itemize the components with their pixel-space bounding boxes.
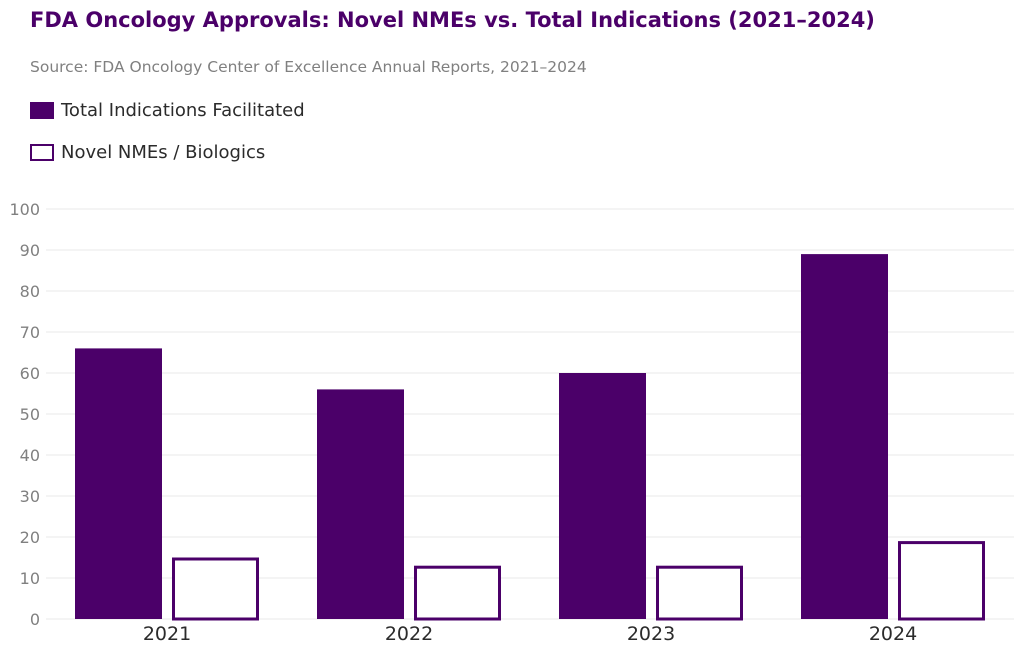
x-category-label: 2023 xyxy=(627,623,675,645)
bars xyxy=(75,254,985,621)
y-axis-tick-labels: 0 10 20 30 40 50 60 70 80 90 100 xyxy=(9,200,40,629)
legend-item-total-indications: Total Indications Facilitated xyxy=(30,98,305,122)
y-tick-label: 50 xyxy=(20,405,40,424)
bar-novel-nmes-2023 xyxy=(656,565,743,621)
bar-novel-nmes-2024 xyxy=(898,541,985,621)
bar-novel-nmes-2021 xyxy=(172,557,259,621)
bar-novel-nmes-2022 xyxy=(414,565,501,621)
legend-item-novel-nmes: Novel NMEs / Biologics xyxy=(30,140,305,164)
chart-title: FDA Oncology Approvals: Novel NMEs vs. T… xyxy=(30,8,875,32)
bar-total-indications-2023 xyxy=(559,373,646,619)
y-tick-label: 10 xyxy=(20,569,40,588)
x-category-label: 2024 xyxy=(869,623,917,645)
y-tick-label: 0 xyxy=(30,610,40,629)
bar-total-indications-2024 xyxy=(801,254,888,619)
legend-label-total-indications: Total Indications Facilitated xyxy=(61,99,305,121)
y-tick-label: 80 xyxy=(20,282,40,301)
y-tick-label: 20 xyxy=(20,528,40,547)
legend-swatch-filled xyxy=(30,101,54,119)
y-tick-label: 70 xyxy=(20,323,40,342)
bar-total-indications-2021 xyxy=(75,348,162,619)
y-tick-label: 90 xyxy=(20,241,40,260)
y-tick-label: 100 xyxy=(9,200,40,219)
y-tick-label: 40 xyxy=(20,446,40,465)
x-category-label: 2021 xyxy=(143,623,191,645)
y-tick-label: 30 xyxy=(20,487,40,506)
chart-subtitle: Source: FDA Oncology Center of Excellenc… xyxy=(30,58,587,76)
legend-label-novel-nmes: Novel NMEs / Biologics xyxy=(61,141,266,163)
y-tick-label: 60 xyxy=(20,364,40,383)
bar-total-indications-2022 xyxy=(317,389,404,619)
x-category-label: 2022 xyxy=(385,623,433,645)
legend-swatch-outline xyxy=(30,143,54,161)
legend: Total Indications Facilitated Novel NMEs… xyxy=(30,98,305,182)
x-axis-category-labels: 2021 2022 2023 2024 xyxy=(143,623,917,645)
